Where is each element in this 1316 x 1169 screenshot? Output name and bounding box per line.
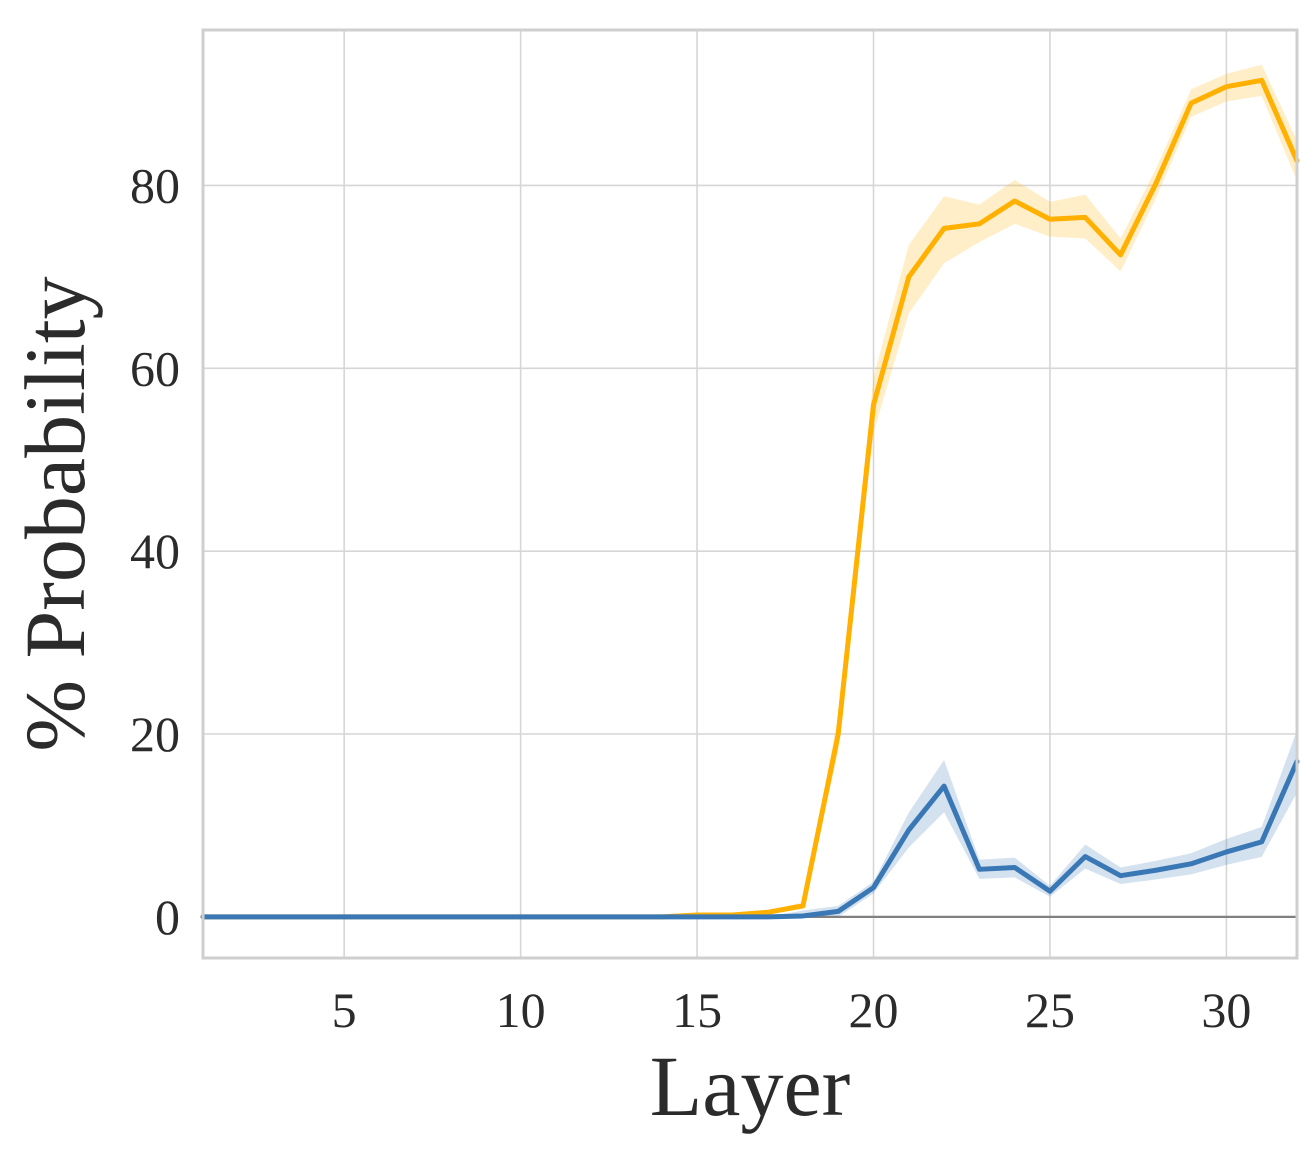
y-tick-label: 40: [130, 523, 180, 579]
y-tick-label: 0: [155, 889, 180, 945]
x-tick-labels: 5 10 15 20 25 30: [332, 982, 1252, 1038]
series-1-line: [200, 77, 1300, 920]
x-tick-label: 15: [672, 982, 722, 1038]
x-tick-label: 5: [332, 982, 357, 1038]
x-tick-label: 10: [496, 982, 546, 1038]
y-tick-label: 60: [130, 340, 180, 396]
y-axis-label: % Probability: [7, 276, 103, 751]
y-tick-label: 80: [130, 157, 180, 213]
series-1-confidence-band: [203, 64, 1297, 917]
x-tick-label: 25: [1025, 982, 1075, 1038]
series-lines: [200, 77, 1300, 920]
confidence-bands: [203, 64, 1297, 917]
y-tick-label: 20: [130, 706, 180, 762]
plot-frame: [201, 28, 1299, 960]
series-2-confidence-band: [203, 730, 1297, 917]
y-tick-labels: 0 20 40 60 80: [130, 157, 180, 944]
x-tick-label: 20: [849, 982, 899, 1038]
x-tick-label: 30: [1201, 982, 1251, 1038]
series-2-line: [200, 758, 1300, 920]
grid: [203, 30, 1297, 958]
x-axis-label: Layer: [650, 1038, 851, 1134]
